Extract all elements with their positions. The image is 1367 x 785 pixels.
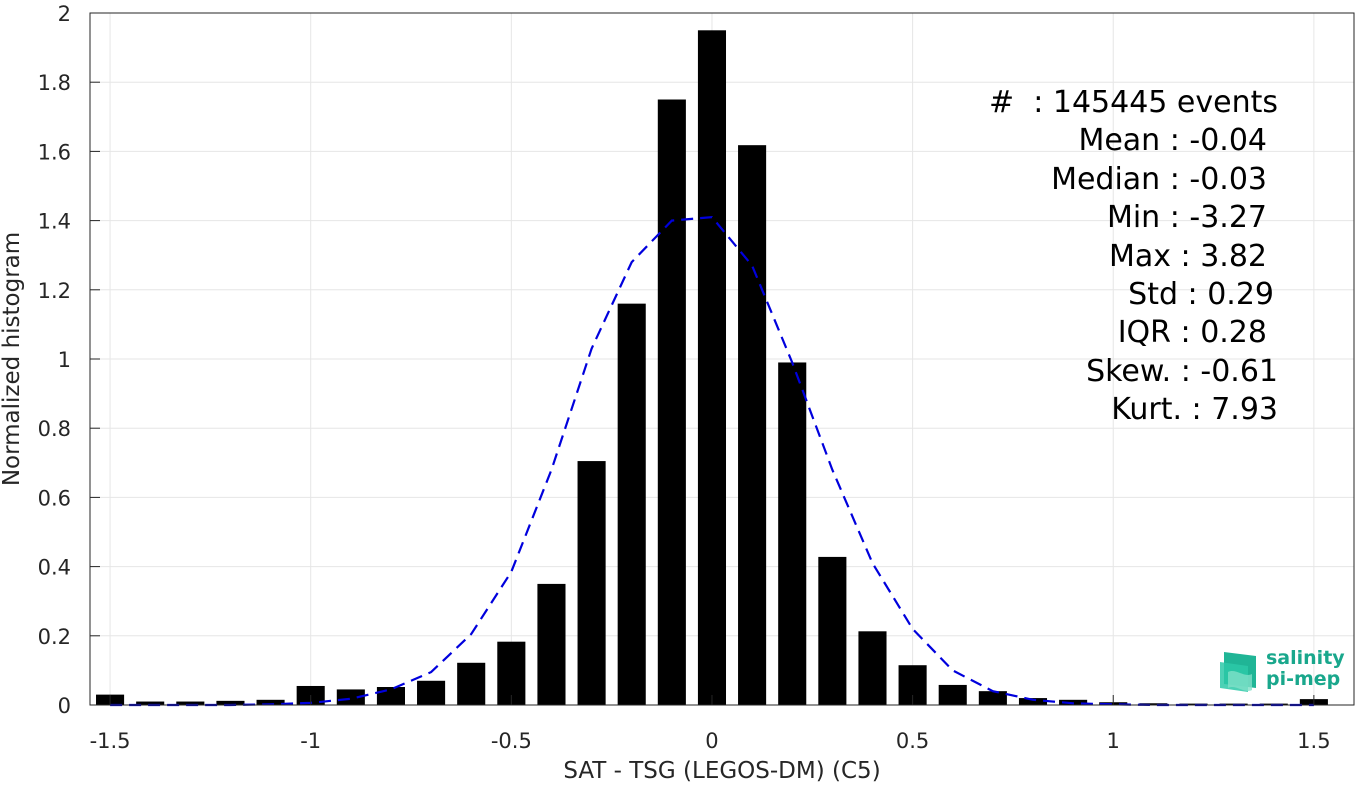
histogram-bar [457, 662, 486, 705]
logo-line-2: pi-mep [1266, 668, 1341, 690]
histogram-bar [738, 145, 767, 705]
x-tick-label: -1.5 [90, 729, 131, 753]
histogram-bar [176, 701, 205, 705]
stat-min: Min : -3.27 [1106, 200, 1267, 236]
histogram-bar [537, 583, 566, 705]
histogram-bar [256, 699, 285, 705]
histogram-bar [577, 461, 606, 705]
logo-line-1: salinity [1266, 647, 1345, 669]
wave-logo-icon [1220, 652, 1256, 692]
histogram-bar [136, 701, 165, 705]
histogram-bar [1139, 703, 1168, 705]
x-tick-label: 0.5 [896, 729, 929, 753]
histogram-bar [497, 641, 526, 705]
y-tick-label: 0.2 [38, 625, 71, 649]
histogram-bar [1018, 698, 1048, 705]
histogram-bar [938, 684, 967, 705]
y-tick-label: 2 [58, 2, 71, 26]
histogram-bar [778, 362, 807, 705]
stat-iqr: IQR : 0.28 [1117, 315, 1267, 351]
stat-max: Max : 3.82 [1109, 238, 1267, 274]
stat-kurt: Kurt. : 7.93 [1111, 392, 1278, 428]
salinity-pimep-logo: salinity pi-mep [1218, 648, 1348, 694]
histogram-bar [978, 691, 1007, 705]
y-tick-label: 0.8 [38, 417, 71, 441]
y-axis-label: Normalized histogram [0, 232, 25, 486]
x-tick-label: -1 [300, 729, 321, 753]
y-tick-label: 1.2 [38, 279, 71, 303]
histogram-bar [858, 631, 887, 705]
x-axis-ticks: -1.5 -1 -0.5 0 0.5 1 1.5 [90, 695, 1331, 753]
y-tick-label: 0.6 [38, 486, 71, 510]
histogram-bar [657, 99, 686, 705]
histogram-bar [336, 689, 365, 705]
y-tick-label: 1 [58, 348, 71, 372]
stat-median: Median : -0.03 [1051, 161, 1267, 197]
stat-skew: Skew. : -0.61 [1086, 353, 1278, 389]
histogram-bar [697, 30, 727, 706]
y-tick-label: 1.8 [38, 71, 71, 95]
x-axis-label: SAT - TSG (LEGOS-DM) (C5) [563, 758, 880, 784]
stats-box: # : 145445 events Mean : -0.04 Median : … [900, 84, 1278, 430]
x-tick-label: 1.5 [1297, 729, 1330, 753]
x-tick-label: -0.5 [491, 729, 532, 753]
stat-std: Std : 0.29 [1128, 277, 1274, 313]
histogram-bar [617, 303, 646, 705]
histogram-bar [417, 680, 446, 705]
stat-events: # : 145445 events [989, 85, 1278, 120]
y-axis-ticks: 0 0.2 0.4 0.6 0.8 1 1.2 1.4 1.6 1.8 2 [38, 2, 100, 718]
histogram-bar [376, 687, 405, 705]
histogram-bars [96, 30, 1328, 706]
y-tick-label: 1.4 [38, 210, 71, 234]
histogram-bar [818, 556, 847, 705]
x-tick-label: 0 [705, 729, 718, 753]
y-tick-label: 1.6 [38, 140, 71, 164]
y-tick-label: 0 [58, 694, 71, 718]
histogram-bar [1179, 703, 1208, 705]
x-tick-label: 1 [1107, 729, 1120, 753]
y-tick-label: 0.4 [38, 556, 71, 580]
histogram-bar [216, 700, 245, 705]
stat-mean: Mean : -0.04 [1078, 123, 1267, 159]
